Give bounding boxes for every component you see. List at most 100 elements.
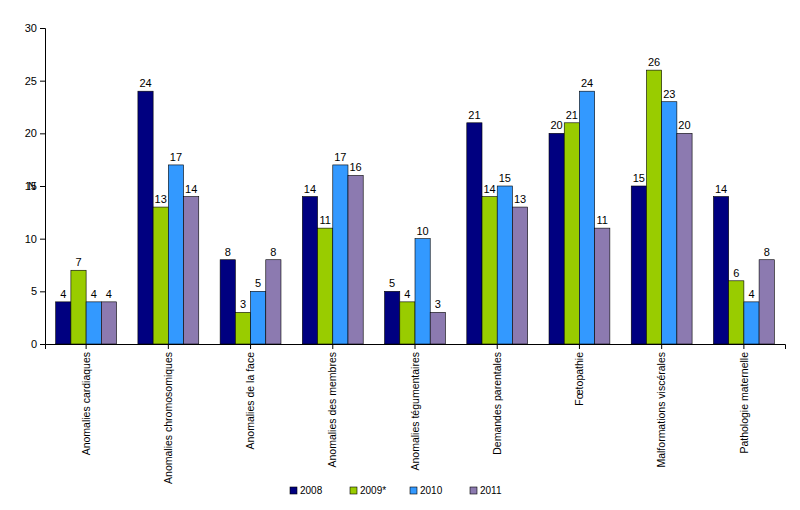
data-label: 14: [304, 183, 316, 195]
bar: [482, 197, 497, 344]
x-tick: Anomalies de la face: [244, 344, 256, 449]
y-tick-mark: [40, 133, 45, 134]
bars: [56, 70, 775, 344]
data-label: 15: [633, 172, 645, 184]
bar: [302, 197, 317, 344]
legend: 2008 2009* 2010 2011: [290, 485, 502, 496]
y-tick: 20: [25, 127, 45, 139]
legend-item: 2010: [410, 485, 443, 496]
data-label: 8: [764, 246, 770, 258]
x-tick-mark: [168, 344, 169, 349]
data-label: 13: [155, 193, 167, 205]
y-tick: 0: [31, 338, 45, 350]
bar: [251, 291, 266, 344]
bar: [564, 123, 579, 344]
y-axis: 051015202530: [25, 22, 46, 350]
bar: [385, 291, 400, 344]
y-tick-mark: [40, 186, 45, 187]
data-label: 11: [319, 214, 330, 226]
data-label: 14: [185, 183, 197, 195]
data-label: 10: [416, 225, 428, 237]
x-tick-label: Anomalies cardiaques: [80, 352, 92, 455]
y-tick-mark: [40, 291, 45, 292]
bar: [56, 302, 71, 344]
x-axis: Anomalies cardiaques Anomalies chromosomi…: [46, 344, 786, 484]
data-label: 5: [389, 277, 395, 289]
legend-item: 2008: [290, 485, 323, 496]
bar: [497, 186, 512, 344]
x-tick-mark: [743, 344, 744, 349]
data-label: 17: [170, 151, 182, 163]
x-tick-label: Anomalies chromosomiques: [162, 352, 174, 484]
data-label: 20: [551, 119, 563, 131]
bar: [512, 207, 527, 344]
bar: [266, 260, 281, 344]
data-label: 7: [75, 256, 81, 268]
data-label: 3: [435, 298, 441, 310]
data-label: 4: [404, 288, 410, 300]
x-tick: Anomalies tégumentaires: [409, 344, 421, 470]
data-label: 4: [748, 288, 754, 300]
x-tick: Anomalies chromosomiques: [162, 344, 174, 484]
legend-label: 2010: [420, 485, 443, 496]
bar: [549, 133, 564, 344]
x-tick-label: Malformations viscérales: [655, 352, 667, 468]
legend-label: 2008: [300, 485, 323, 496]
x-tick-label: Anomalies tégumentaires: [409, 352, 421, 470]
bar: [153, 207, 168, 344]
plot: 4248145212015147133114142126641751710152…: [25, 22, 786, 484]
y-tick: 5: [31, 285, 45, 297]
legend-label: 2011: [480, 485, 502, 496]
bar: [713, 197, 728, 344]
x-tick-mark: [332, 344, 333, 349]
x-tick: Malformations viscérales: [655, 344, 667, 468]
chart: 4248145212015147133114142126641751710152…: [0, 0, 800, 510]
bar: [168, 165, 183, 344]
y-axis-title: N: [28, 180, 36, 192]
data-label: 23: [663, 88, 675, 100]
y-tick-mark: [40, 344, 45, 345]
legend-item: 2009*: [350, 485, 386, 496]
legend-swatch: [470, 487, 477, 494]
y-tick-mark: [40, 81, 45, 82]
x-tick-mark: [497, 344, 498, 349]
bar: [138, 91, 153, 344]
bar: [318, 228, 333, 344]
legend-swatch: [410, 487, 417, 494]
x-tick-label: Anomalies de la face: [244, 352, 256, 450]
data-label: 4: [106, 288, 112, 300]
y-tick-label: 15: [25, 180, 37, 192]
bar: [744, 302, 759, 344]
x-tick: Pathologie maternelle: [738, 344, 750, 454]
legend-item: 2011: [470, 485, 502, 496]
bar: [71, 270, 86, 344]
bar: [759, 260, 774, 344]
x-tick-mark: [415, 344, 416, 349]
data-label: 17: [334, 151, 346, 163]
data-label: 8: [270, 246, 276, 258]
x-tick-mark: [661, 344, 662, 349]
y-tick-mark: [40, 239, 45, 240]
x-tick-mark: [250, 344, 251, 349]
data-label: 8: [225, 246, 231, 258]
data-label: 24: [581, 77, 593, 89]
y-tick-label: 10: [25, 233, 37, 245]
x-tick: Fœtopathie: [573, 344, 585, 406]
bar: [333, 165, 348, 344]
y-tick-mark: [40, 28, 45, 29]
x-tick-label: Fœtopathie: [573, 352, 585, 406]
bar: [86, 302, 101, 344]
bar: [430, 312, 445, 344]
x-tick-label: Demandes parentales: [491, 352, 503, 455]
data-label: 24: [139, 77, 151, 89]
bar: [348, 175, 363, 344]
y-tick-label: 25: [25, 75, 37, 87]
x-tick: Anomalies des membres: [326, 344, 338, 468]
data-label: 21: [468, 109, 480, 121]
bar: [235, 312, 250, 344]
bar: [579, 91, 594, 344]
y-tick: 15: [25, 180, 45, 192]
data-labels: 4248145212015147133114142126641751710152…: [60, 56, 770, 310]
bar: [467, 123, 482, 344]
bar: [101, 302, 116, 344]
